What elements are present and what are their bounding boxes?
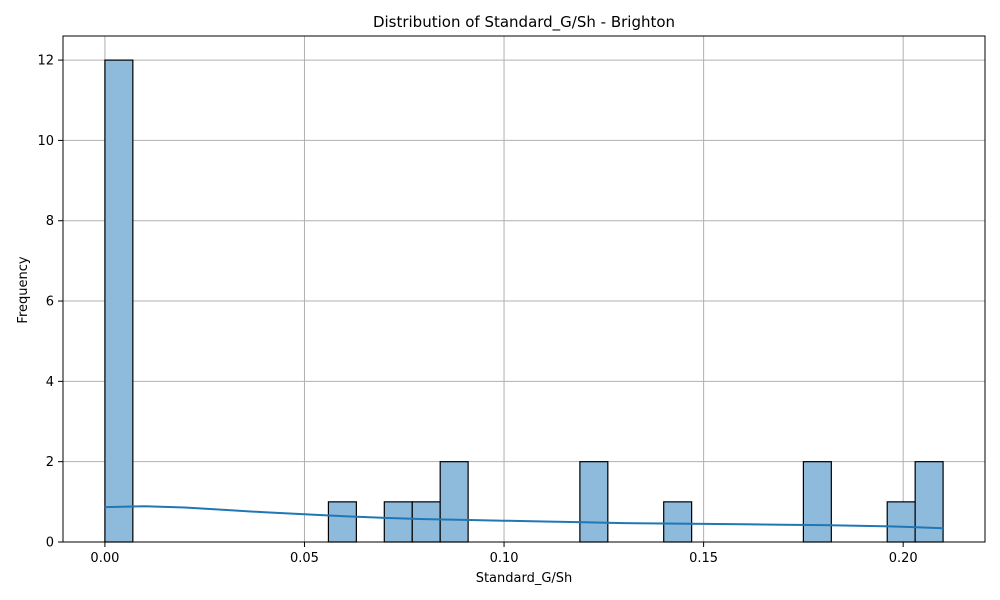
histogram-bar-2 bbox=[383, 501, 413, 543]
histogram-bar-5 bbox=[579, 461, 609, 543]
histogram-bar-1 bbox=[327, 501, 357, 543]
x-tick-label-0: 0.00 bbox=[90, 551, 119, 566]
x-tick-label-2: 0.10 bbox=[490, 551, 519, 566]
y-tick-label-4: 8 bbox=[46, 214, 54, 229]
y-tick-label-0: 0 bbox=[46, 536, 54, 551]
y-tick-label-1: 2 bbox=[46, 455, 54, 470]
x-axis-ticks: 0.00 0.05 0.10 0.15 0.20 bbox=[90, 542, 918, 566]
y-tick-label-6: 12 bbox=[37, 54, 54, 69]
y-tick-label-5: 10 bbox=[37, 134, 54, 149]
y-tick-label-3: 6 bbox=[46, 295, 54, 310]
x-axis-label: Standard_G/Sh bbox=[476, 571, 573, 586]
chart-title: Distribution of Standard_G/Sh - Brighton bbox=[373, 13, 675, 32]
histogram-bar-0 bbox=[104, 59, 134, 543]
histogram-bar-9 bbox=[914, 461, 944, 543]
histogram-bars bbox=[104, 59, 944, 543]
histogram-bar-6 bbox=[663, 501, 693, 543]
y-tick-label-2: 4 bbox=[46, 375, 54, 390]
histogram-bar-7 bbox=[802, 461, 832, 543]
x-tick-label-1: 0.05 bbox=[290, 551, 319, 566]
histogram-bar-3 bbox=[411, 501, 441, 543]
kde-curve-layer bbox=[104, 505, 944, 530]
x-tick-label-4: 0.20 bbox=[889, 551, 918, 566]
y-axis-label: Frequency bbox=[16, 256, 31, 323]
histogram-bar-4 bbox=[439, 461, 469, 543]
kde-line bbox=[104, 505, 944, 530]
plot-frame bbox=[62, 35, 986, 543]
x-tick-label-3: 0.15 bbox=[689, 551, 718, 566]
y-axis-ticks: 0 2 4 6 8 10 12 bbox=[37, 54, 63, 551]
grid bbox=[63, 36, 985, 543]
histogram-bar-8 bbox=[886, 501, 916, 543]
